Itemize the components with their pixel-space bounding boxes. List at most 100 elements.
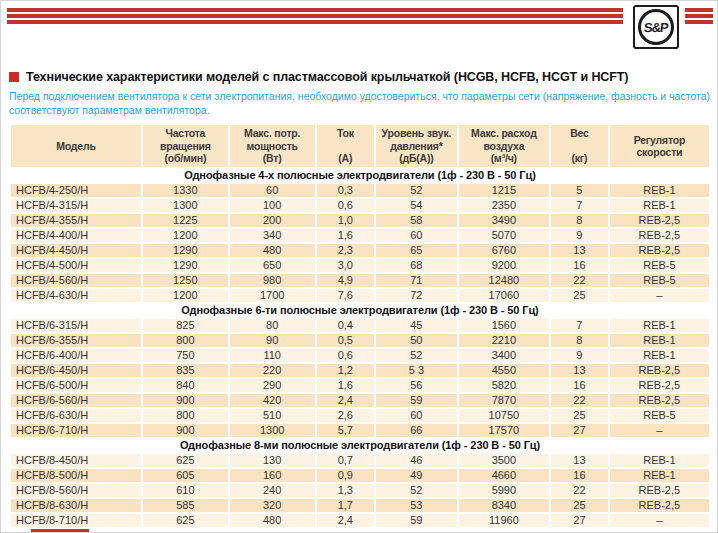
- column-header: Макс. потр. мощность (Вт): [230, 125, 315, 167]
- title-row: Технические характеристики моделей с пла…: [9, 70, 709, 84]
- table-row: HCFB/4-450/H12904802,365676013REB-2,5: [11, 244, 709, 257]
- red-stripe: [685, 8, 713, 12]
- catalog-page: S&P Технические характеристики моделей с…: [0, 0, 718, 533]
- value-cell: 800: [143, 334, 228, 347]
- value-cell: 56: [376, 379, 457, 392]
- value-cell: 625: [143, 454, 228, 467]
- footer-stripe-fragment: [31, 529, 89, 532]
- value-cell: 605: [143, 469, 228, 482]
- model-cell: HCFB/4-630/H: [11, 289, 141, 302]
- value-cell: 4660: [459, 469, 549, 482]
- value-cell: 625: [143, 514, 228, 527]
- value-cell: 52: [376, 484, 457, 497]
- value-cell: 17570: [459, 424, 549, 437]
- table-row: HCFB/8-450/H6251300,746350013REB-1: [11, 454, 709, 467]
- value-cell: 71: [376, 274, 457, 287]
- value-cell: 2,3: [317, 244, 374, 257]
- table-row: HCFB/8-560/H6102401,352599022REB-2,5: [11, 484, 709, 497]
- value-cell: 480: [230, 514, 315, 527]
- value-cell: 1,6: [317, 379, 374, 392]
- value-cell: 0,7: [317, 454, 374, 467]
- value-cell: 1200: [143, 229, 228, 242]
- page-title: Технические характеристики моделей с пла…: [26, 70, 628, 84]
- value-cell: 9: [551, 229, 608, 242]
- value-cell: 27: [551, 514, 608, 527]
- value-cell: REB-1: [610, 199, 709, 212]
- model-cell: HCFB/6-450/H: [11, 364, 141, 377]
- table-row: HCFB/8-710/H6254802,4591196027–: [11, 514, 709, 527]
- value-cell: 320: [230, 499, 315, 512]
- value-cell: 160: [230, 469, 315, 482]
- value-cell: 340: [230, 229, 315, 242]
- red-stripe: [7, 8, 623, 12]
- value-cell: –: [610, 424, 709, 437]
- red-stripe: [685, 14, 713, 18]
- value-cell: REB-2,5: [610, 394, 709, 407]
- value-cell: 54: [376, 199, 457, 212]
- model-cell: HCFB/6-710/H: [11, 424, 141, 437]
- value-cell: 1330: [143, 184, 228, 197]
- model-cell: HCFB/8-710/H: [11, 514, 141, 527]
- value-cell: 59: [376, 514, 457, 527]
- value-cell: 12480: [459, 274, 549, 287]
- value-cell: 3500: [459, 454, 549, 467]
- value-cell: 900: [143, 424, 228, 437]
- table-row: HCFB/6-450/H8352201,25 3455013REB-2,5: [11, 364, 709, 377]
- table-row: HCFB/6-355/H800900,55022108REB-1: [11, 334, 709, 347]
- value-cell: 17060: [459, 289, 549, 302]
- value-cell: 9200: [459, 259, 549, 272]
- value-cell: 1,7: [317, 499, 374, 512]
- model-cell: HCFB/8-450/H: [11, 454, 141, 467]
- value-cell: 52: [376, 349, 457, 362]
- value-cell: 2350: [459, 199, 549, 212]
- value-cell: 1290: [143, 259, 228, 272]
- model-cell: HCFB/4-500/H: [11, 259, 141, 272]
- value-cell: 5990: [459, 484, 549, 497]
- value-cell: 59: [376, 394, 457, 407]
- sp-logo-text: S&P: [643, 20, 668, 35]
- value-cell: –: [610, 289, 709, 302]
- value-cell: 80: [230, 319, 315, 332]
- value-cell: REB-2,5: [610, 379, 709, 392]
- value-cell: 4,9: [317, 274, 374, 287]
- model-cell: HCFB/4-355/H: [11, 214, 141, 227]
- value-cell: 5,7: [317, 424, 374, 437]
- value-cell: 4550: [459, 364, 549, 377]
- value-cell: REB-2,5: [610, 214, 709, 227]
- value-cell: 840: [143, 379, 228, 392]
- value-cell: 6760: [459, 244, 549, 257]
- value-cell: 825: [143, 319, 228, 332]
- section-title: Однофазные 8-ми полюсные электродвигател…: [11, 439, 709, 452]
- red-stripe: [7, 14, 623, 18]
- value-cell: 750: [143, 349, 228, 362]
- model-cell: HCFB/6-500/H: [11, 379, 141, 392]
- value-cell: 240: [230, 484, 315, 497]
- table-row: HCFB/4-630/H120017007,6721706025–: [11, 289, 709, 302]
- value-cell: 13: [551, 454, 608, 467]
- table-row: HCFB/6-400/H7501100,65234009REB-1: [11, 349, 709, 362]
- value-cell: 1,0: [317, 214, 374, 227]
- value-cell: 5 3: [376, 364, 457, 377]
- value-cell: 65: [376, 244, 457, 257]
- value-cell: 60: [376, 229, 457, 242]
- column-header: Регулятор скорости: [610, 125, 709, 167]
- model-cell: HCFB/6-630/H: [11, 409, 141, 422]
- value-cell: 46: [376, 454, 457, 467]
- value-cell: 650: [230, 259, 315, 272]
- value-cell: REB-2,5: [610, 484, 709, 497]
- value-cell: 45: [376, 319, 457, 332]
- value-cell: 3,0: [317, 259, 374, 272]
- table-row: HCFB/4-500/H12906503,068920016REB-5: [11, 259, 709, 272]
- value-cell: 66: [376, 424, 457, 437]
- banner-stripes-right: [685, 8, 713, 24]
- value-cell: 1700: [230, 289, 315, 302]
- value-cell: 7: [551, 319, 608, 332]
- red-stripe: [685, 20, 713, 24]
- value-cell: 27: [551, 424, 608, 437]
- value-cell: REB-2,5: [610, 499, 709, 512]
- value-cell: 16: [551, 379, 608, 392]
- model-cell: HCFB/6-315/H: [11, 319, 141, 332]
- value-cell: 835: [143, 364, 228, 377]
- value-cell: 8: [551, 334, 608, 347]
- value-cell: REB-5: [610, 274, 709, 287]
